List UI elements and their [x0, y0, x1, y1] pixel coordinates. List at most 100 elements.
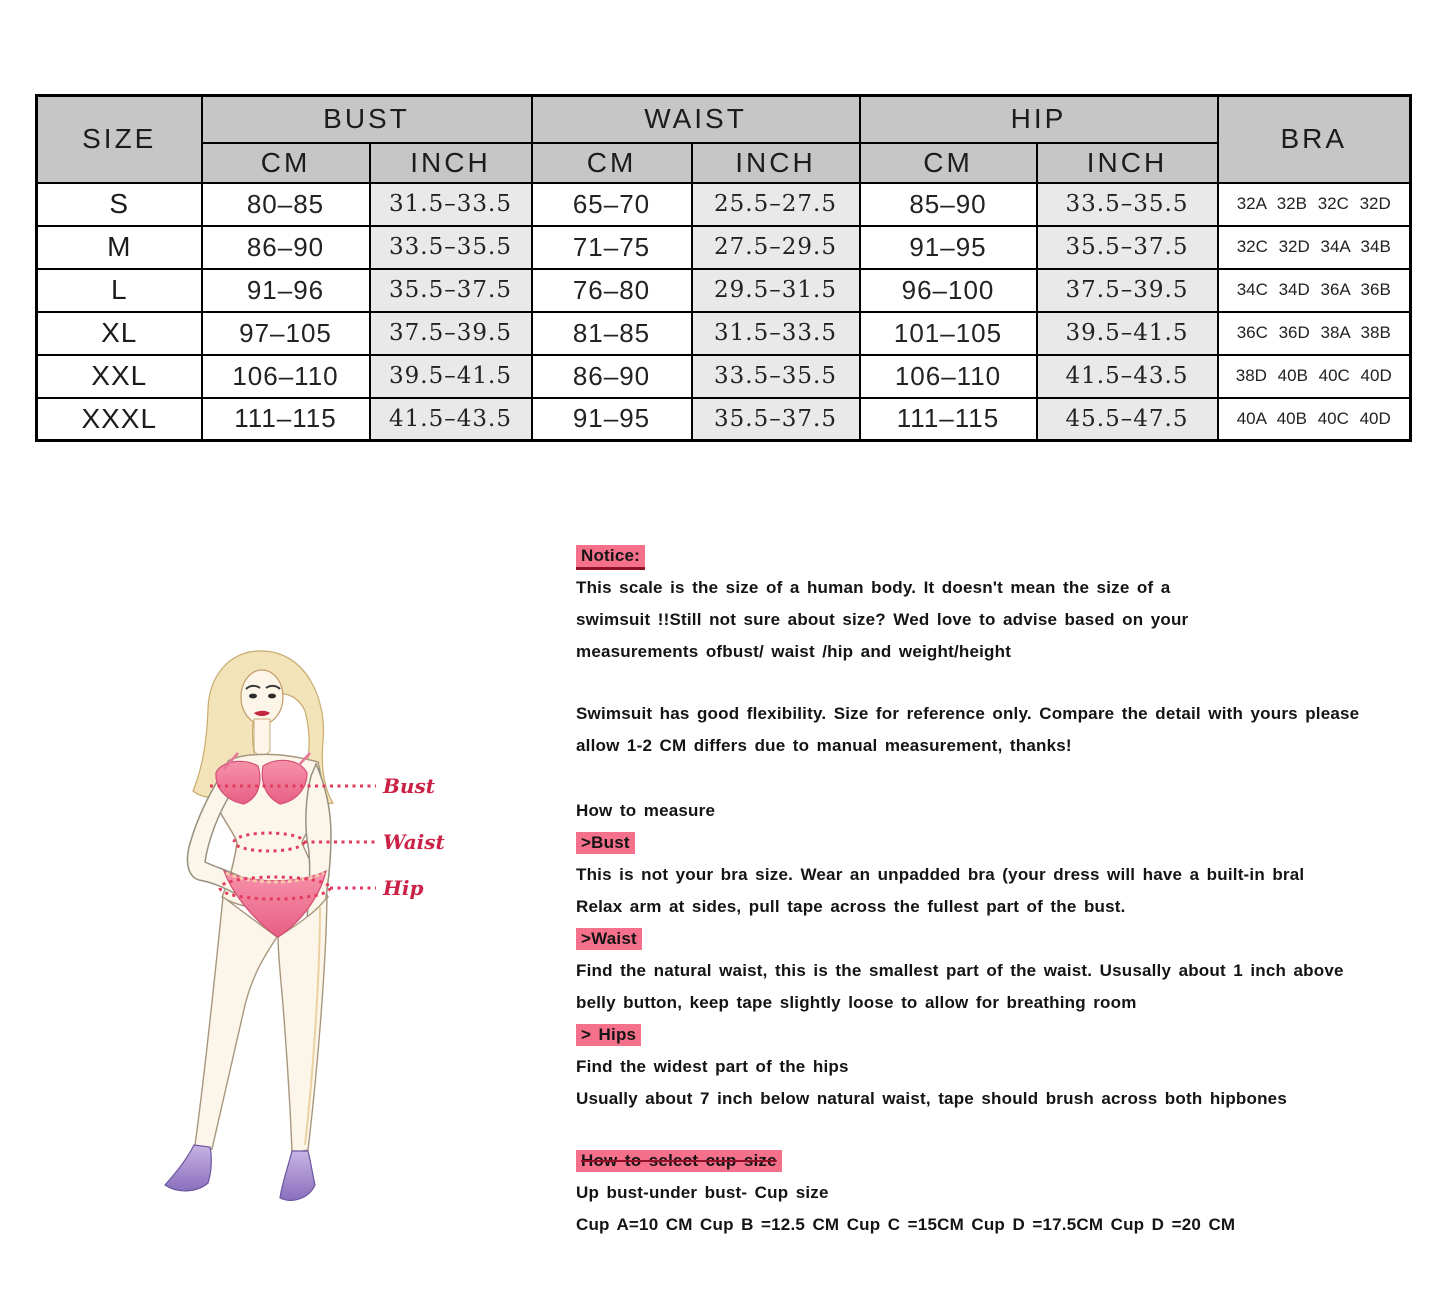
cell-size: S	[35, 181, 203, 227]
notice-line: This scale is the size of a human body. …	[576, 578, 1171, 597]
cell-bust-inch: 33.5–35.5	[368, 224, 533, 270]
figure-brow-left	[245, 684, 261, 690]
cell-size: XL	[35, 310, 203, 356]
cell-bra: 34C 34D 36A 36B	[1216, 267, 1412, 313]
figure-eye-right	[268, 693, 276, 699]
cell-hip-inch: 37.5–39.5	[1035, 267, 1219, 313]
cell-size: XXL	[35, 353, 203, 399]
table-row-xxxl: XXXL 111–115 41.5–43.5 91–95 35.5–37.5 1…	[35, 396, 1412, 442]
header-waist: WAIST	[530, 94, 861, 144]
cell-waist-cm: 65–70	[530, 181, 693, 227]
cell-bra: 32A 32B 32C 32D	[1216, 181, 1412, 227]
waist-instruction-line: Find the natural waist, this is the smal…	[576, 961, 1344, 980]
cup-size-heading-highlight: How to select cup size	[576, 1150, 782, 1172]
figure-lips	[254, 710, 270, 716]
cell-bust-cm: 106–110	[200, 353, 371, 399]
waist-instruction-line: belly button, keep tape slightly loose t…	[576, 993, 1137, 1012]
bust-heading: >Bust	[576, 827, 1436, 859]
cell-hip-cm: 106–110	[858, 353, 1038, 399]
waist-heading: >Waist	[576, 923, 1436, 955]
figure-bikini-bottom	[222, 869, 327, 938]
cell-waist-inch: 29.5–31.5	[690, 267, 861, 313]
header-bust: BUST	[200, 94, 533, 144]
cell-bust-cm: 111–115	[200, 396, 371, 442]
figure-bra-strap-left	[223, 752, 239, 770]
hips-heading-highlight: > Hips	[576, 1024, 642, 1046]
bust-instruction-line: This is not your bra size. Wear an unpad…	[576, 865, 1305, 884]
cell-bra: 36C 36D 38A 38B	[1216, 310, 1412, 356]
bust-instruction-line: Relax arm at sides, pull tape across the…	[576, 897, 1126, 916]
cell-waist-inch: 25.5–27.5	[690, 181, 861, 227]
cell-waist-cm: 86–90	[530, 353, 693, 399]
cell-bust-inch: 39.5–41.5	[368, 353, 533, 399]
notice-heading: Notice:	[576, 540, 1436, 572]
size-chart-section: SIZE BUST WAIST HIP BRA CM INCH CM INCH …	[35, 94, 1412, 442]
bust-label: Bust	[382, 774, 436, 798]
cell-hip-cm: 96–100	[858, 267, 1038, 313]
cell-hip-inch: 45.5–47.5	[1035, 396, 1219, 442]
cell-hip-cm: 91–95	[858, 224, 1038, 270]
cell-waist-inch: 35.5–37.5	[690, 396, 861, 442]
header-row-units: CM INCH CM INCH CM INCH	[37, 141, 1411, 184]
cell-bra: 32C 32D 34A 34B	[1216, 224, 1412, 270]
figure-right-shoe	[279, 1150, 316, 1201]
cell-hip-inch: 41.5–43.5	[1035, 353, 1219, 399]
how-to-measure-heading: How to measure	[576, 801, 716, 820]
cell-hip-inch: 33.5–35.5	[1035, 181, 1219, 227]
size-chart-table: SIZE BUST WAIST HIP BRA CM INCH CM INCH …	[35, 94, 1412, 442]
hips-instruction-line: Usually about 7 inch below natural waist…	[576, 1089, 1287, 1108]
figure-bikini-top-left-cup	[215, 760, 261, 805]
cell-bra: 38D 40B 40C 40D	[1216, 353, 1412, 399]
cell-size: M	[35, 224, 203, 270]
cell-waist-cm: 76–80	[530, 267, 693, 313]
flexibility-note-line: allow 1-2 CM differs due to manual measu…	[576, 736, 1072, 755]
cell-size: L	[35, 267, 203, 313]
notice-line: swimsuit !!Still not sure about size? We…	[576, 610, 1189, 629]
cell-bust-cm: 86–90	[200, 224, 371, 270]
cell-waist-cm: 81–85	[530, 310, 693, 356]
table-row-s: S 80–85 31.5–33.5 65–70 25.5–27.5 85–90 …	[35, 181, 1412, 227]
cell-bust-inch: 41.5–43.5	[368, 396, 533, 442]
table-row-xxl: XXL 106–110 39.5–41.5 86–90 33.5–35.5 10…	[35, 353, 1412, 399]
cell-bust-cm: 80–85	[200, 181, 371, 227]
cell-size: XXXL	[35, 396, 203, 442]
cell-bust-cm: 91–96	[200, 267, 371, 313]
header-waist-cm: CM	[530, 141, 693, 184]
figure-bikini-top-right-cup	[261, 759, 308, 805]
cell-bust-inch: 37.5–39.5	[368, 310, 533, 356]
table-row-m: M 86–90 33.5–35.5 71–75 27.5–29.5 91–95 …	[35, 224, 1412, 270]
cell-hip-inch: 39.5–41.5	[1035, 310, 1219, 356]
cell-bust-inch: 35.5–37.5	[368, 267, 533, 313]
cell-hip-cm: 111–115	[858, 396, 1038, 442]
header-bust-cm: CM	[200, 141, 371, 184]
header-hip-cm: CM	[858, 141, 1038, 184]
cup-size-line: Up bust-under bust- Cup size	[576, 1183, 829, 1202]
cell-bust-cm: 97–105	[200, 310, 371, 356]
notice-line: measurements ofbust/ waist /hip and weig…	[576, 642, 1012, 661]
figure-neck	[253, 718, 271, 756]
cell-bra: 40A 40B 40C 40D	[1216, 396, 1412, 442]
cell-hip-inch: 35.5–37.5	[1035, 224, 1219, 270]
cell-waist-inch: 27.5–29.5	[690, 224, 861, 270]
figure-bra-strap-right	[298, 752, 311, 766]
figure-left-shoe	[164, 1144, 212, 1192]
header-waist-inch: INCH	[690, 141, 861, 184]
figure-left-leg	[194, 895, 278, 1150]
measurement-figure: Bust Waist Hip	[150, 645, 480, 1225]
notice-heading-highlight: Notice:	[576, 545, 646, 570]
table-row-l: L 91–96 35.5–37.5 76–80 29.5–31.5 96–100…	[35, 267, 1412, 313]
cell-waist-inch: 31.5–33.5	[690, 310, 861, 356]
header-row-groups: SIZE BUST WAIST HIP BRA	[35, 94, 1412, 184]
cup-size-line: Cup A=10 CM Cup B =12.5 CM Cup C =15CM C…	[576, 1215, 1236, 1234]
header-hip-inch: INCH	[1035, 141, 1219, 184]
figure-illustration: Bust Waist Hip	[164, 650, 446, 1201]
flexibility-note-line: Swimsuit has good flexibility. Size for …	[576, 704, 1360, 723]
cell-waist-cm: 91–95	[530, 396, 693, 442]
figure-bikini-waistband	[225, 871, 325, 884]
header-hip: HIP	[858, 94, 1219, 144]
cell-hip-cm: 85–90	[858, 181, 1038, 227]
cell-waist-cm: 71–75	[530, 224, 693, 270]
table-row-xl: XL 97–105 37.5–39.5 81–85 31.5–33.5 101–…	[35, 310, 1412, 356]
header-size: SIZE	[35, 94, 203, 184]
